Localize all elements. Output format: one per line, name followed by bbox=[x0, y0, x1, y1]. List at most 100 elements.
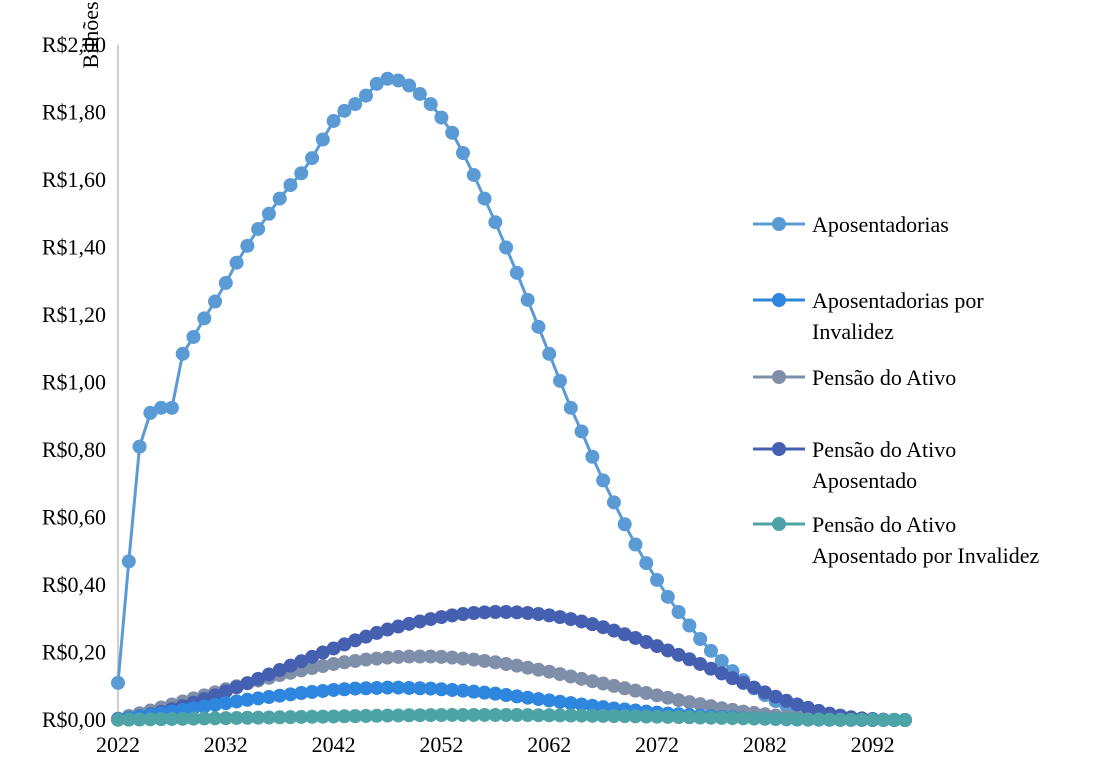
y-tick-label: R$1,00 bbox=[42, 370, 106, 395]
data-point bbox=[261, 206, 276, 221]
data-point bbox=[218, 275, 233, 290]
data-point bbox=[585, 449, 600, 464]
data-point bbox=[315, 132, 330, 147]
data-point bbox=[725, 671, 740, 686]
data-point bbox=[412, 86, 427, 101]
data-point bbox=[488, 686, 503, 701]
data-point bbox=[466, 684, 481, 699]
data-point bbox=[553, 373, 568, 388]
data-point bbox=[628, 709, 643, 724]
series-line bbox=[116, 77, 906, 722]
data-point bbox=[466, 707, 481, 722]
x-tick-label: 2042 bbox=[312, 732, 356, 757]
data-point bbox=[876, 712, 891, 727]
data-point bbox=[488, 215, 503, 230]
data-point bbox=[121, 554, 136, 569]
data-point bbox=[553, 610, 568, 625]
data-point bbox=[369, 625, 384, 640]
data-point bbox=[520, 708, 535, 723]
data-point bbox=[197, 311, 212, 326]
data-point bbox=[833, 712, 848, 727]
data-point bbox=[639, 556, 654, 571]
data-point bbox=[553, 708, 568, 723]
y-tick-label: R$0,00 bbox=[42, 707, 106, 732]
data-point bbox=[898, 713, 912, 727]
data-point bbox=[251, 671, 266, 686]
data-point bbox=[208, 294, 223, 309]
data-point bbox=[402, 78, 417, 93]
data-point bbox=[402, 649, 417, 664]
data-point bbox=[585, 674, 600, 689]
x-tick-label: 2082 bbox=[743, 732, 787, 757]
data-point bbox=[208, 697, 223, 712]
data-point bbox=[197, 711, 212, 726]
data-point bbox=[423, 681, 438, 696]
data-point bbox=[412, 681, 427, 696]
data-point bbox=[402, 616, 417, 631]
data-point bbox=[423, 97, 438, 112]
data-point bbox=[499, 240, 514, 255]
data-point bbox=[111, 675, 125, 690]
x-tick-label: 2052 bbox=[419, 732, 463, 757]
data-point bbox=[736, 711, 751, 726]
data-point bbox=[757, 711, 772, 726]
data-point bbox=[455, 607, 470, 622]
data-point bbox=[154, 712, 169, 727]
data-point bbox=[542, 608, 557, 623]
data-point bbox=[455, 707, 470, 722]
data-point bbox=[391, 649, 406, 664]
data-point bbox=[628, 683, 643, 698]
data-point bbox=[294, 686, 309, 700]
data-point bbox=[671, 693, 686, 708]
y-tick-label: R$1,80 bbox=[42, 100, 106, 125]
data-point bbox=[132, 439, 147, 454]
data-point bbox=[445, 707, 460, 722]
data-point bbox=[229, 255, 244, 270]
data-point bbox=[682, 695, 697, 710]
x-tick-labels: 2022 2032 2042 2052 2062 2072 2082 2092 bbox=[96, 732, 895, 757]
data-point bbox=[639, 709, 654, 724]
legend-label: Aposentadorias por bbox=[812, 288, 984, 313]
data-point bbox=[811, 712, 826, 727]
data-point bbox=[606, 495, 621, 510]
y-tick-label: R$0,60 bbox=[42, 505, 106, 530]
data-point bbox=[800, 700, 815, 715]
data-point bbox=[693, 632, 708, 646]
data-point bbox=[714, 666, 729, 681]
legend-marker bbox=[772, 442, 786, 456]
data-point bbox=[197, 699, 212, 714]
data-point bbox=[747, 680, 762, 695]
y-axis-label: Bilhões bbox=[78, 1, 103, 68]
data-point bbox=[671, 647, 686, 662]
x-tick-label: 2022 bbox=[96, 732, 140, 757]
data-point bbox=[628, 537, 643, 552]
data-point bbox=[553, 667, 568, 682]
data-point bbox=[348, 709, 363, 724]
data-point bbox=[186, 701, 201, 716]
legend-marker bbox=[772, 293, 786, 307]
data-point bbox=[305, 661, 320, 676]
data-point bbox=[240, 238, 255, 253]
data-point bbox=[315, 659, 330, 673]
data-point bbox=[585, 698, 600, 713]
data-point bbox=[283, 687, 298, 702]
data-point bbox=[509, 605, 524, 620]
data-point bbox=[477, 605, 492, 620]
data-point bbox=[294, 654, 309, 669]
data-point bbox=[261, 690, 276, 705]
data-point bbox=[854, 712, 869, 727]
data-point bbox=[455, 651, 470, 666]
data-point bbox=[499, 688, 514, 703]
data-point bbox=[218, 684, 233, 699]
data-point bbox=[714, 653, 729, 668]
data-point bbox=[305, 709, 320, 724]
data-point bbox=[272, 663, 287, 678]
data-point bbox=[326, 709, 341, 724]
data-point bbox=[509, 658, 524, 673]
data-point bbox=[391, 680, 406, 695]
data-point bbox=[326, 656, 341, 671]
data-point bbox=[693, 656, 708, 671]
data-point bbox=[186, 329, 201, 344]
data-point bbox=[779, 693, 794, 708]
